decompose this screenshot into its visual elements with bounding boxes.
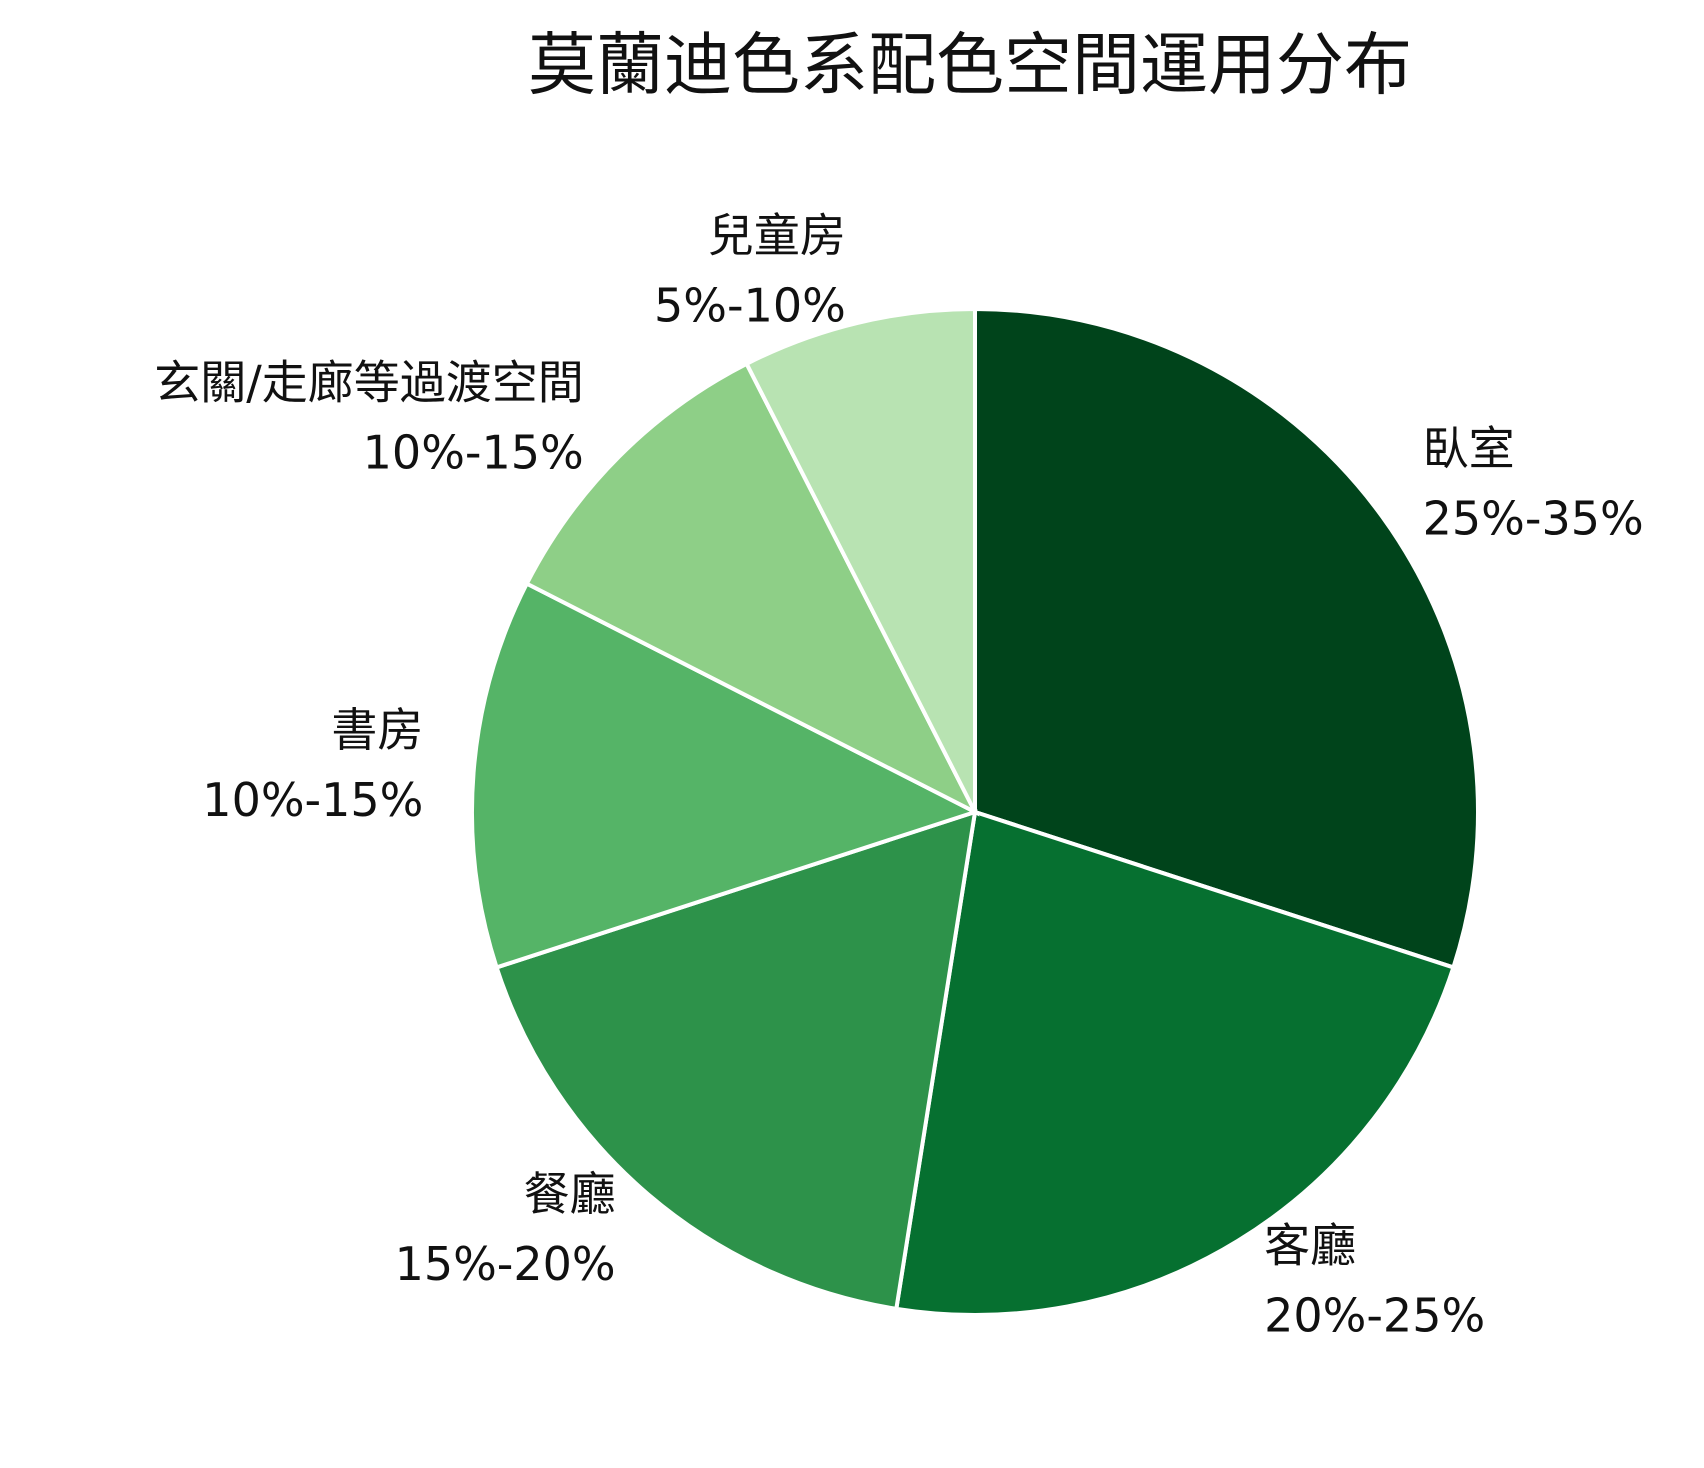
slice-label: 書房 [331, 703, 423, 757]
slice-label: 玄關/走廊等過渡空間 [154, 355, 584, 409]
chart-title: 莫蘭迪色系配色空間運用分布 [528, 27, 1412, 106]
pie-slice [973, 306, 1480, 970]
pie-slice [470, 580, 981, 970]
slice-value-label: 15%-20% [395, 1237, 616, 1291]
slice-value-label: 10%-15% [363, 425, 584, 479]
slice-label: 餐廳 [524, 1167, 616, 1221]
slice-value-label: 20%-25% [1264, 1288, 1485, 1342]
slice-label: 臥室 [1423, 421, 1515, 475]
slice-value-label: 5%-10% [654, 278, 846, 332]
slice-label: 客廳 [1264, 1218, 1356, 1272]
pie-slice [743, 306, 977, 813]
pie-slice [524, 361, 980, 817]
slice-label: 兒童房 [708, 208, 846, 262]
pie-slice [894, 809, 1456, 1317]
slice-value-label: 25%-35% [1423, 491, 1644, 545]
pie-slice [494, 809, 978, 1312]
slice-value-label: 10%-15% [202, 773, 423, 827]
